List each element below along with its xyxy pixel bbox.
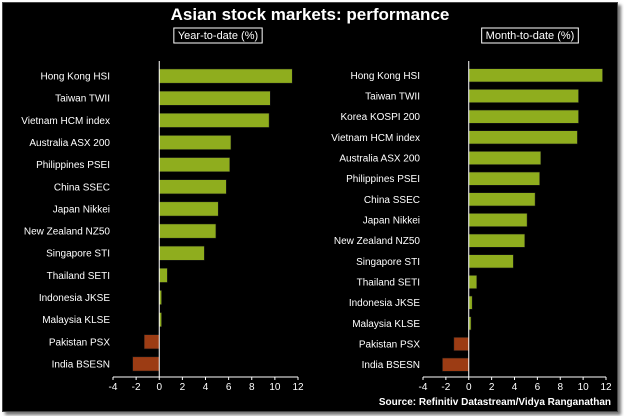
category-label: Pakistan PSX [359,340,420,351]
x-tick-label: -2 [441,382,450,393]
bar [159,113,269,127]
x-tick-label: 6 [226,382,232,393]
x-tick-label: 6 [535,382,541,393]
category-label: Malaysia KLSE [42,315,110,326]
category-label: Philippines PSEI [36,160,110,171]
bar [469,234,525,247]
category-label: Australia ASX 200 [339,154,420,165]
category-label: New Zealand NZ50 [24,227,111,238]
x-tick-label: 4 [203,382,209,393]
category-label: Pakistan PSX [49,337,110,348]
category-label: Thailand SETI [357,278,420,289]
bar [469,69,603,82]
bar [469,296,472,309]
category-label: Japan Nikkei [53,204,110,215]
bar [469,193,535,206]
bar [159,246,204,260]
x-tick-label: 2 [489,382,495,393]
bar [133,357,160,371]
panel-2: Month-to-date (%) Hong Kong HSI Taiwan TWI… [331,28,612,393]
bar [159,202,218,216]
bar [469,89,579,102]
bar [159,69,292,83]
panel-title: Year-to-date (%) [178,30,258,42]
bar [469,255,514,268]
category-label: Taiwan TWII [365,92,420,103]
bar [469,131,578,144]
category-label: Korea KOSPI 200 [341,112,421,123]
category-label: Vietnam HCM index [21,116,110,127]
x-tick-label: -2 [132,382,141,393]
source-note: Source: Refinitiv Datastream/Vidya Ranga… [379,397,611,408]
x-tick-label: 8 [249,382,255,393]
bar [159,268,167,282]
bar [159,224,216,238]
bar [469,275,477,288]
bar [159,180,226,194]
bar [469,172,540,185]
category-label: Singapore STI [46,249,110,260]
bar [442,358,468,371]
category-label: Hong Kong HSI [351,71,421,82]
x-tick-label: 12 [600,382,612,393]
category-label: Vietnam HCM index [331,133,420,144]
category-label: New Zealand NZ50 [334,236,421,247]
category-label: Australia ASX 200 [29,138,110,149]
x-tick-label: 0 [466,382,472,393]
category-label: Hong Kong HSI [41,72,111,83]
x-tick-label: 10 [269,382,281,393]
panel-1: Year-to-date (%) Hong Kong HSI Taiwan TWII… [21,28,304,393]
x-tick-label: 10 [578,382,590,393]
bar [454,337,469,350]
category-label: Japan Nikkei [363,216,420,227]
category-label: China SSEC [364,195,420,206]
bar [469,151,541,164]
x-tick-label: 8 [557,382,563,393]
x-tick-label: 12 [292,382,304,393]
category-label: India BSESN [52,359,110,370]
category-label: Philippines PSEI [346,174,420,185]
category-label: Taiwan TWII [55,94,110,105]
category-label: Indonesia JKSE [349,298,420,309]
chart-title: Asian stock markets: performance [171,5,450,24]
x-tick-label: -4 [419,382,428,393]
bar [469,213,527,226]
bar [469,110,579,123]
category-label: India BSESN [362,360,420,371]
bar [144,335,159,349]
x-tick-label: -4 [109,382,118,393]
chart-frame: Asian stock markets: performance Year-to… [2,2,618,412]
category-label: Singapore STI [356,257,420,268]
bar [159,158,230,172]
x-tick-label: 4 [512,382,518,393]
category-label: Indonesia JKSE [39,293,110,304]
category-label: China SSEC [54,182,110,193]
chart-canvas: Asian stock markets: performance Year-to… [3,3,617,411]
panel-title: Month-to-date (%) [486,30,575,42]
bar [159,135,231,149]
bar [159,91,270,105]
category-label: Thailand SETI [47,271,110,282]
category-label: Malaysia KLSE [352,319,420,330]
x-tick-label: 0 [156,382,162,393]
x-tick-label: 2 [180,382,186,393]
